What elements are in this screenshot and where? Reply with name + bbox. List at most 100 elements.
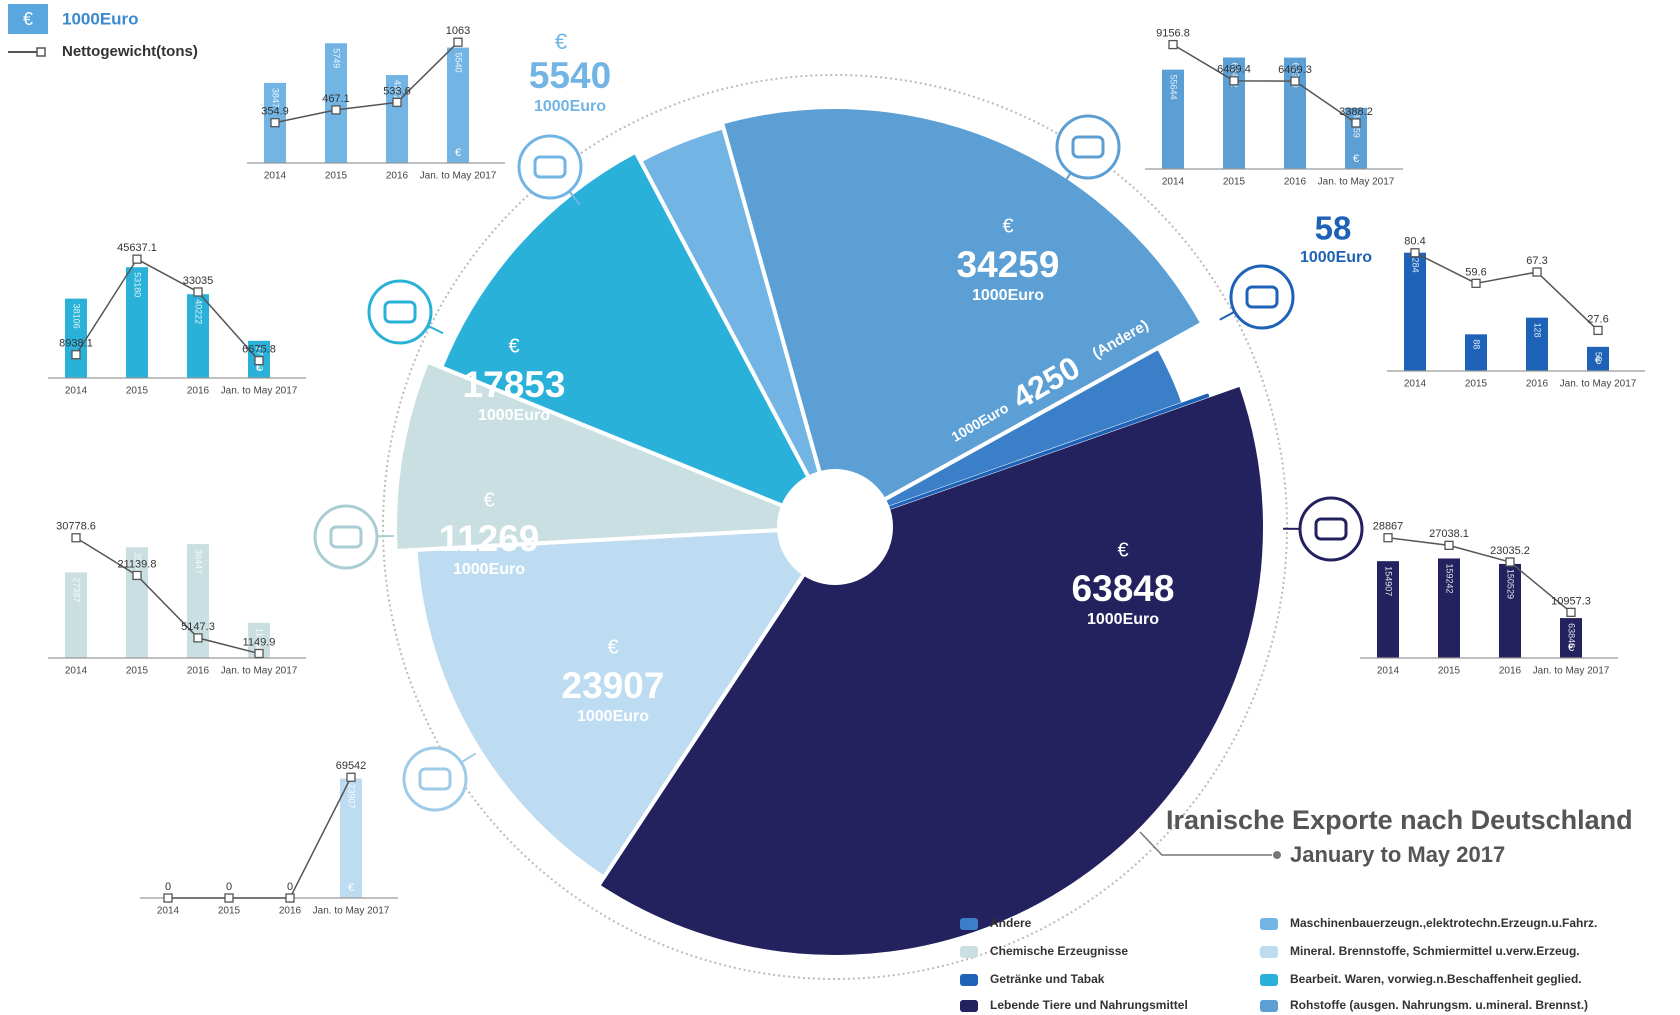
slice-currency: € bbox=[555, 29, 567, 54]
line-marker bbox=[71, 350, 81, 360]
line-marker bbox=[163, 893, 173, 903]
line-marker bbox=[1471, 278, 1481, 289]
category-icon-glyph bbox=[418, 767, 452, 791]
line-marker bbox=[193, 633, 203, 643]
x-tick-label: Jan. to May 2017 bbox=[1318, 177, 1395, 188]
x-tick-label: 2016 bbox=[386, 171, 409, 182]
line-value-label: 6675.8 bbox=[242, 344, 276, 356]
bar-value-label: 27387 bbox=[72, 577, 82, 602]
x-tick-label: 2016 bbox=[279, 906, 302, 917]
line bbox=[75, 258, 260, 362]
line-marker bbox=[392, 97, 402, 108]
line-marker bbox=[1168, 39, 1178, 50]
legend-swatch bbox=[1260, 974, 1278, 986]
slice-currency: € bbox=[607, 636, 618, 658]
bar-value-label: 23907 bbox=[347, 783, 357, 808]
x-tick-label: 2015 bbox=[126, 666, 149, 677]
line-value-label: 23035.2 bbox=[1490, 545, 1530, 557]
line-value-label: 8938.1 bbox=[59, 338, 93, 350]
icon-connector bbox=[1219, 310, 1236, 321]
x-tick-label: 2014 bbox=[264, 171, 287, 182]
x-tick-label: Jan. to May 2017 bbox=[221, 386, 298, 397]
x-tick-label: 2014 bbox=[1404, 379, 1427, 390]
pie-hole bbox=[777, 469, 893, 585]
chart-subtitle: January to May 2017 bbox=[1290, 842, 1505, 867]
line-marker bbox=[254, 648, 264, 659]
bar-value-label: 5540 bbox=[454, 53, 464, 73]
bar bbox=[187, 294, 209, 378]
slice-value: 23907 bbox=[562, 665, 665, 706]
bar-value-label: 154907 bbox=[1384, 566, 1394, 596]
bar bbox=[187, 544, 209, 658]
line bbox=[1414, 252, 1599, 331]
dotted-ring bbox=[382, 74, 1288, 980]
bar-currency: € bbox=[256, 642, 262, 654]
x-tick-label: 2016 bbox=[1499, 666, 1522, 677]
category-icon bbox=[1055, 114, 1121, 180]
line-value-label: 0 bbox=[226, 881, 232, 893]
legend-label: Bearbeit. Waren, vorwieg.n.Beschaffenhei… bbox=[1290, 972, 1582, 986]
line-marker bbox=[285, 893, 295, 903]
bar-value-label: 58 bbox=[1594, 352, 1604, 362]
line-marker bbox=[132, 254, 142, 264]
legend-swatch bbox=[960, 946, 978, 958]
category-icon-glyph bbox=[383, 300, 417, 324]
x-tick-label: 2016 bbox=[1284, 177, 1307, 188]
title-leader-dot bbox=[1273, 851, 1281, 859]
x-tick-label: Jan. to May 2017 bbox=[420, 171, 497, 182]
line-value-label: 3388.2 bbox=[1339, 106, 1373, 118]
slice-unit: 1000Euro bbox=[972, 287, 1044, 304]
x-tick-label: 2015 bbox=[325, 171, 348, 182]
pie bbox=[393, 105, 1267, 959]
bar bbox=[65, 572, 87, 658]
bar-currency: € bbox=[1353, 153, 1359, 165]
x-tick-label: 2016 bbox=[1526, 379, 1549, 390]
slice-value: 58 bbox=[1315, 210, 1352, 247]
bar-value-label: 11269 bbox=[255, 628, 265, 652]
line-value-label: 10957.3 bbox=[1551, 595, 1591, 607]
slice-currency: € bbox=[1002, 215, 1013, 237]
bar bbox=[1404, 252, 1426, 371]
category-icon bbox=[517, 134, 583, 200]
bar-value-label: 159242 bbox=[1445, 563, 1455, 593]
line-marker bbox=[1383, 533, 1393, 543]
pie-slice bbox=[393, 359, 837, 553]
legend-line-label: Nettogewicht(tons) bbox=[62, 43, 198, 60]
slice-unit: 1000Euro bbox=[478, 407, 550, 424]
legend-swatch bbox=[1260, 1000, 1278, 1012]
icon-connector bbox=[460, 752, 477, 764]
bar bbox=[325, 43, 347, 163]
bar-currency: € bbox=[455, 147, 461, 159]
slice-unit: 1000Euro bbox=[534, 98, 606, 115]
legend-label: Rohstoffe (ausgen. Nahrungsm. u.mineral.… bbox=[1290, 998, 1588, 1012]
line-value-label: 67.3 bbox=[1526, 255, 1547, 267]
line-value-label: 30778.6 bbox=[56, 521, 96, 533]
line-value-label: 0 bbox=[165, 881, 171, 893]
pie-slice bbox=[439, 149, 837, 529]
x-tick-label: 2014 bbox=[157, 906, 180, 917]
bar bbox=[1526, 317, 1548, 371]
category-icon-glyph bbox=[329, 525, 363, 549]
bar bbox=[65, 298, 87, 378]
x-tick-label: 2015 bbox=[1438, 666, 1461, 677]
legend-label: Mineral. Brennstoffe, Schmiermittel u.ve… bbox=[1290, 944, 1580, 958]
category-icon bbox=[402, 746, 468, 812]
x-tick-label: 2014 bbox=[65, 386, 88, 397]
icon-connector bbox=[568, 190, 581, 206]
line-value-label: 467.1 bbox=[322, 93, 350, 105]
slice-currency: € bbox=[508, 335, 519, 357]
bar bbox=[1223, 57, 1245, 169]
slice-unit: 1000Euro bbox=[453, 561, 525, 578]
legend-swatch bbox=[1260, 946, 1278, 958]
bar bbox=[126, 267, 148, 378]
line-marker bbox=[1532, 267, 1542, 277]
category-icon bbox=[1298, 496, 1364, 562]
line-value-label: 27.6 bbox=[1587, 313, 1608, 325]
bar-currency: € bbox=[256, 362, 262, 374]
legend-line-marker bbox=[36, 47, 46, 57]
legend-label: Maschinenbauerzeugn.,elektrotechn.Erzeug… bbox=[1290, 916, 1597, 930]
category-icon-glyph bbox=[1245, 285, 1279, 309]
legend-swatch bbox=[960, 1000, 978, 1012]
x-tick-label: 2014 bbox=[65, 666, 88, 677]
bar bbox=[1345, 107, 1367, 169]
